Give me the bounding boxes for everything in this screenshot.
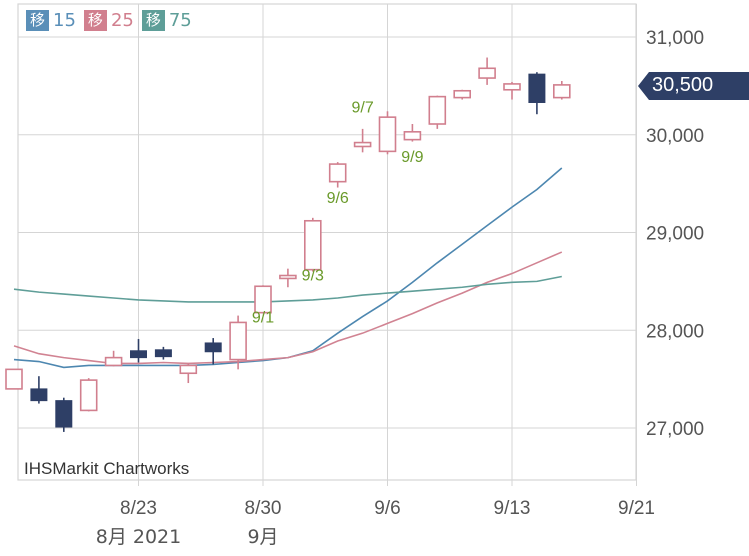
- y-tick-label: 28,000: [646, 321, 704, 342]
- candle-body-up: [104, 356, 123, 367]
- candle-body-up: [79, 379, 98, 412]
- legend-tag-ma25: 移: [83, 10, 107, 31]
- y-tick-label: 31,000: [646, 28, 704, 49]
- candle-body-up: [478, 67, 496, 79]
- price-tag-shape: [638, 71, 749, 100]
- y-tick-label: 30,000: [646, 126, 704, 147]
- legend-tag-ma15: 移: [26, 10, 50, 31]
- candle-body-up: [328, 163, 347, 183]
- candle-annotation: 9/7: [351, 99, 373, 116]
- candle-body-down: [204, 342, 222, 353]
- candle-body-up: [428, 95, 447, 125]
- candle-body-up: [503, 83, 521, 91]
- legend-label-ma75: 75: [168, 10, 192, 31]
- y-tick-label: 29,000: [646, 224, 704, 245]
- x-tick-label: 9/6: [374, 498, 400, 519]
- current-price-label: 30,500: [652, 73, 714, 96]
- candle-body-up: [403, 131, 422, 141]
- x-tick-label: 9/13: [494, 498, 531, 519]
- moving-average-line-75: [13, 275, 562, 303]
- candle-body-up: [353, 141, 372, 148]
- legend-label-ma15: 15: [53, 10, 76, 31]
- candle-body-down: [55, 400, 73, 428]
- x-tick-label: 9/21: [618, 498, 655, 519]
- legend-item-ma15[interactable]: 移 15: [26, 10, 76, 31]
- candle-body-up: [453, 89, 472, 99]
- candle-annotation: 9/6: [327, 190, 349, 207]
- x-sublabel: 8月 2021: [96, 526, 181, 548]
- chart-watermark: IHSMarkit Chartworks: [24, 459, 190, 478]
- candle-body-up: [229, 321, 247, 361]
- candle-body-up: [279, 274, 297, 280]
- y-tick-label: 27,000: [646, 419, 704, 440]
- candle-body-up: [303, 219, 322, 271]
- moving-average-legend: 移 15 移 25 移 75: [26, 10, 192, 31]
- candle-body-up: [378, 116, 397, 153]
- candle-body-down: [528, 73, 546, 103]
- x-sublabel: 9月: [247, 526, 278, 548]
- x-tick-label: 8/23: [120, 498, 157, 519]
- current-price-tag: 30,500: [638, 71, 749, 100]
- candle-body-up: [552, 84, 571, 99]
- legend-tag-ma75: 移: [141, 10, 165, 31]
- candle-annotation: 9/9: [401, 149, 423, 166]
- moving-average-line-15: [13, 167, 563, 369]
- candle-body-down: [154, 349, 172, 358]
- candle-annotation: 9/1: [252, 309, 274, 326]
- legend-item-ma25[interactable]: 移 25: [83, 10, 134, 31]
- candle-body-up: [179, 364, 198, 375]
- candle-body-up: [5, 368, 23, 390]
- candle-body-down: [30, 388, 48, 402]
- legend-label-ma25: 25: [110, 10, 134, 31]
- legend-item-ma75[interactable]: 移 75: [141, 10, 192, 31]
- candle-annotation: 9/3: [302, 267, 324, 284]
- candle-body-up: [254, 285, 272, 314]
- x-tick-label: 8/30: [245, 498, 282, 519]
- candle-body-down: [130, 350, 147, 359]
